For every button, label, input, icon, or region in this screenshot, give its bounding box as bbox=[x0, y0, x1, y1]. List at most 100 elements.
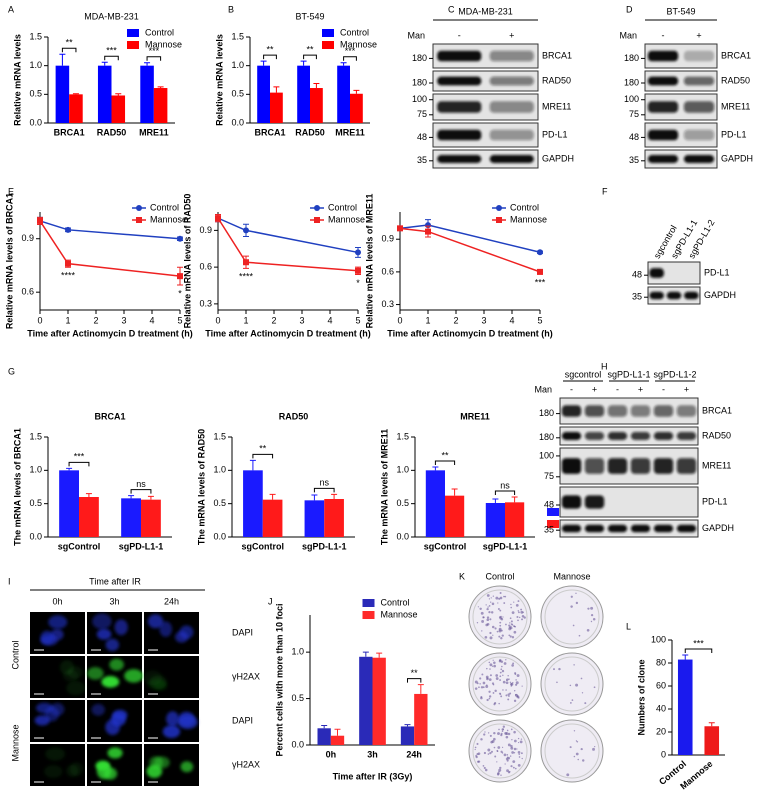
panel-label: G bbox=[8, 366, 15, 376]
colony bbox=[484, 731, 486, 733]
nucleus bbox=[162, 725, 181, 738]
bar bbox=[400, 726, 415, 745]
colony bbox=[499, 591, 502, 594]
colony bbox=[570, 605, 573, 608]
row-label: GAPDH bbox=[721, 153, 753, 163]
colony bbox=[505, 694, 508, 697]
colony bbox=[488, 695, 492, 698]
legend-label: Mannose bbox=[145, 39, 182, 49]
legend-label: Control bbox=[510, 202, 539, 212]
legend-swatch bbox=[127, 41, 139, 49]
x-tick-label: 4 bbox=[509, 315, 514, 325]
band bbox=[666, 291, 682, 300]
colony bbox=[517, 737, 520, 740]
marker-label: 48 bbox=[629, 132, 639, 142]
colony bbox=[590, 606, 594, 610]
colony bbox=[516, 748, 518, 750]
colony bbox=[512, 662, 515, 665]
colony bbox=[578, 634, 581, 637]
error-bar bbox=[492, 498, 499, 503]
lane-label: - bbox=[458, 30, 461, 40]
point bbox=[243, 259, 249, 266]
colony bbox=[577, 758, 580, 761]
colony bbox=[474, 746, 477, 749]
blot-strip bbox=[647, 261, 701, 285]
colony bbox=[488, 605, 491, 607]
nucleus bbox=[66, 680, 86, 696]
legend-label: Control bbox=[145, 27, 174, 37]
colony bbox=[573, 755, 576, 758]
lane-label: - bbox=[662, 30, 665, 40]
colony bbox=[587, 607, 590, 610]
y-tick-label: 0.6 bbox=[199, 262, 212, 272]
colony bbox=[506, 729, 509, 732]
bar bbox=[310, 88, 323, 123]
band bbox=[630, 458, 651, 474]
y-tick-label: 60 bbox=[656, 680, 666, 690]
bar bbox=[677, 659, 693, 755]
blot-strip bbox=[559, 486, 699, 518]
marker-label: 100 bbox=[624, 94, 639, 104]
nucleus bbox=[45, 747, 66, 761]
colony bbox=[510, 603, 512, 606]
colony bbox=[474, 687, 478, 690]
colony bbox=[575, 683, 579, 687]
row-label: BRCA1 bbox=[542, 50, 572, 60]
y-tick-label: 0.5 bbox=[213, 498, 226, 508]
panel-label: K bbox=[459, 571, 465, 581]
marker-label: 48 bbox=[632, 270, 642, 280]
colony bbox=[498, 702, 500, 705]
plate-rim bbox=[472, 723, 528, 779]
row-label: PD-L1 bbox=[702, 496, 728, 506]
colony bbox=[501, 665, 503, 668]
bar bbox=[317, 728, 331, 745]
colony bbox=[505, 735, 509, 739]
colony bbox=[505, 659, 507, 661]
colony bbox=[486, 594, 490, 597]
sig-bracket bbox=[263, 54, 277, 60]
colony bbox=[499, 675, 502, 678]
marker-label: 180 bbox=[539, 432, 554, 442]
marker-label: 180 bbox=[539, 408, 554, 418]
colony bbox=[482, 686, 485, 689]
panel-label: H bbox=[601, 361, 608, 371]
y-axis-label: Relative mRNA levels bbox=[214, 34, 224, 126]
bar bbox=[330, 735, 345, 745]
colony bbox=[510, 620, 513, 623]
colony bbox=[489, 663, 493, 667]
colony bbox=[487, 606, 489, 608]
colony bbox=[520, 608, 523, 611]
error-bar bbox=[331, 493, 338, 499]
nucleus bbox=[103, 767, 118, 780]
x-tick-label: 0 bbox=[397, 315, 402, 325]
colony bbox=[497, 732, 500, 735]
point bbox=[496, 217, 502, 223]
y-tick-label: 1.5 bbox=[29, 31, 42, 41]
colony bbox=[507, 732, 511, 736]
blot-strip bbox=[432, 70, 539, 92]
point bbox=[496, 205, 502, 211]
colony bbox=[486, 698, 489, 702]
sig-label: *** bbox=[535, 277, 546, 287]
colony bbox=[481, 620, 484, 623]
colony bbox=[513, 752, 516, 754]
y-tick-label: 20 bbox=[656, 726, 666, 736]
colony bbox=[490, 601, 492, 603]
colony bbox=[497, 602, 499, 604]
point bbox=[177, 273, 183, 280]
error-bar bbox=[273, 86, 280, 93]
error-bar bbox=[313, 82, 320, 89]
band bbox=[584, 524, 605, 533]
colony bbox=[483, 733, 486, 736]
colony bbox=[476, 622, 479, 624]
x-tick-label: sgControl bbox=[424, 541, 467, 551]
sig-label: *** bbox=[74, 452, 85, 462]
colony bbox=[493, 731, 496, 735]
plate-rim bbox=[472, 589, 528, 645]
colony bbox=[505, 689, 507, 691]
nucleus bbox=[35, 702, 53, 714]
colony bbox=[515, 683, 518, 686]
blot-strip bbox=[644, 149, 718, 169]
colony bbox=[495, 677, 499, 680]
y-tick-label: 0.0 bbox=[213, 531, 226, 541]
